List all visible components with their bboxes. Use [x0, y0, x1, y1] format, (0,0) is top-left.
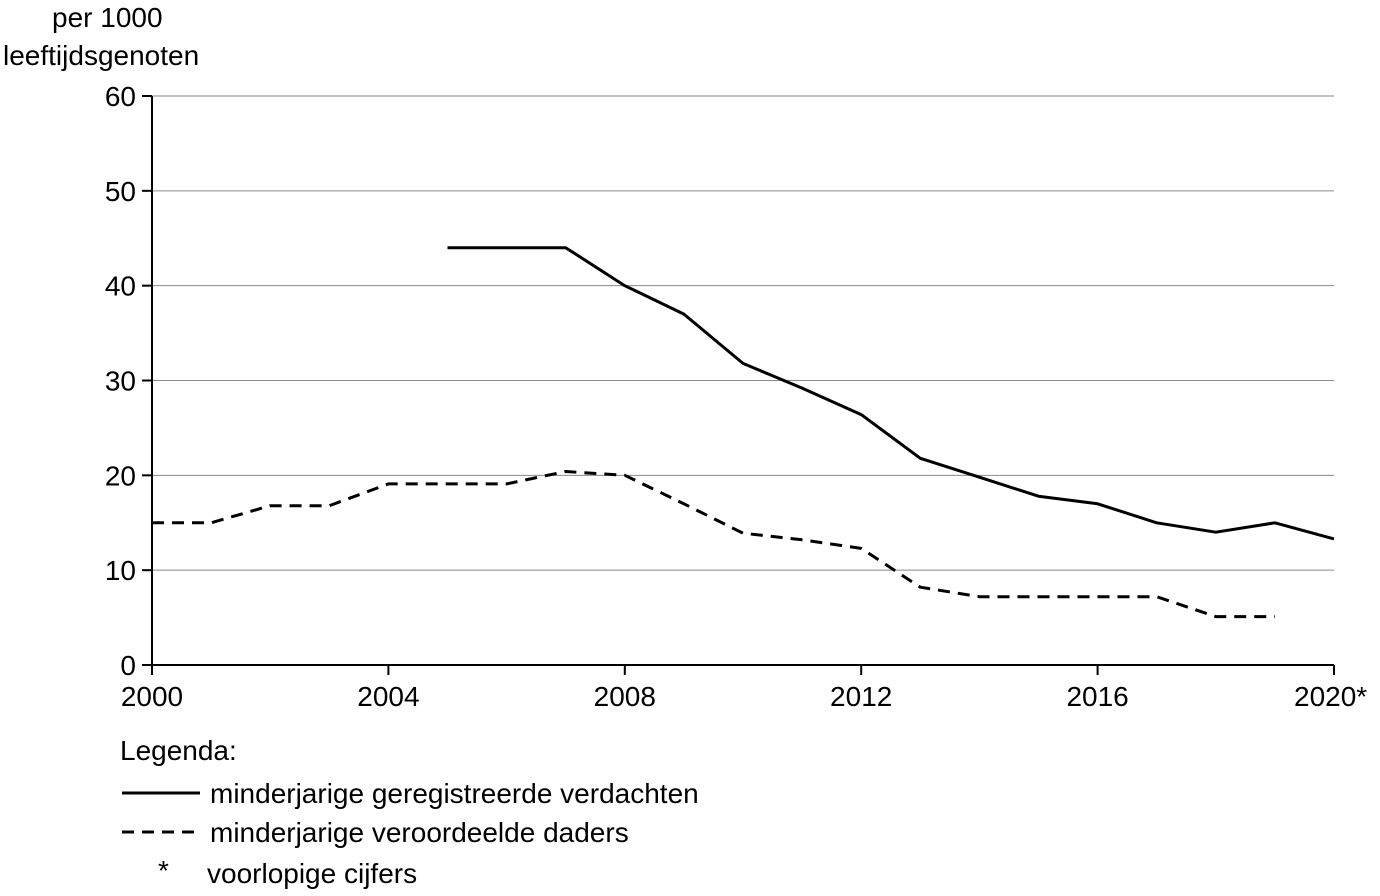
y-tick-label-50: 50 [105, 176, 136, 207]
legend-label-daders: minderjarige veroordeelde daders [210, 817, 629, 848]
footnote-symbol: * [158, 855, 169, 886]
y-tick-label-10: 10 [105, 555, 136, 586]
x-tick-label-2008: 2008 [594, 681, 656, 712]
y-tick-label-0: 0 [120, 650, 136, 681]
legend: Legenda: minderjarige geregistreerde ver… [120, 735, 699, 889]
footnote-text: voorlopige cijfers [207, 858, 417, 889]
x-tick-label-2020: 2020* [1294, 681, 1367, 712]
y-tick-label-20: 20 [105, 460, 136, 491]
series-line-daders [152, 470, 1275, 619]
series-lines [152, 246, 1335, 619]
x-tick-label-2012: 2012 [830, 681, 892, 712]
x-tick-label-2016: 2016 [1066, 681, 1128, 712]
legend-title: Legenda: [120, 735, 237, 766]
y-tick-label-60: 60 [105, 81, 136, 112]
y-axis-label-line-2: leeftijdsgenoten [3, 40, 199, 71]
legend-label-verdachten: minderjarige geregistreerde verdachten [210, 778, 699, 809]
gridlines [152, 95, 1334, 571]
y-tick-label-30: 30 [105, 366, 136, 397]
x-tick-label-2000: 2000 [121, 681, 183, 712]
x-tick-label-2004: 2004 [357, 681, 419, 712]
series-line-verdachten [447, 246, 1335, 541]
tick-labels: 0 10 20 30 40 50 60 2000 2004 2008 2012 2016 2020* [105, 81, 1367, 712]
y-tick-label-40: 40 [105, 271, 136, 302]
y-axis-label-line-1: per 1000 [52, 2, 163, 33]
